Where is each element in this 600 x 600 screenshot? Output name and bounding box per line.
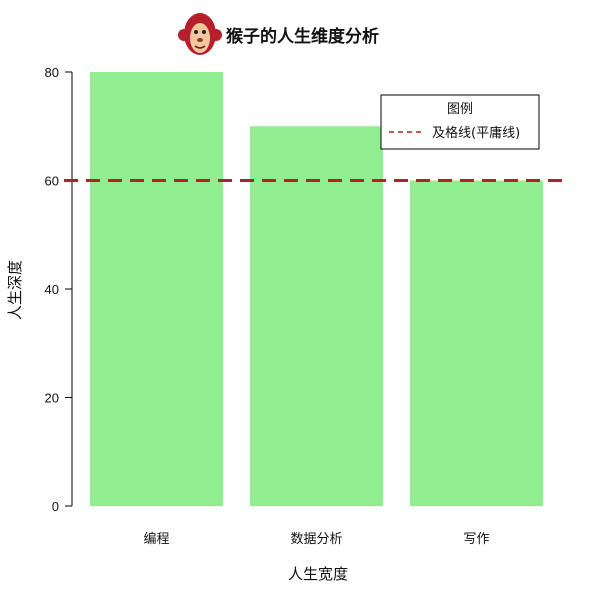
chart-title: 猴子的人生维度分析 [226,26,379,47]
y-tick-label: 40 [45,282,59,297]
bar-1 [90,72,223,506]
category-labels-group: 编程 数据分析 写作 [143,532,489,547]
y-tick-label: 20 [45,391,59,406]
bar-3 [410,180,543,506]
legend-title: 图例 [447,102,473,117]
legend-entry-label: 及格线(平庸线) [432,125,520,141]
y-tick-label: 0 [52,499,59,514]
legend-box [380,94,540,150]
bar-2 [250,126,383,506]
category-label: 写作 [463,532,489,547]
chart-title-group: 猴子的人生维度分析 [178,13,379,55]
y-tick-label: 60 [45,174,59,189]
category-label: 数据分析 [290,532,342,547]
bars-group [90,72,543,506]
category-label: 编程 [143,532,169,547]
y-axis-title: 人生深度 [6,260,24,320]
y-ticks-group: 0 20 40 60 80 [45,65,72,514]
legend: 图例 及格线(平庸线) [380,94,540,150]
y-tick-label: 80 [45,65,59,80]
monkey-face-icon [178,13,222,55]
x-axis-title: 人生宽度 [288,565,348,583]
